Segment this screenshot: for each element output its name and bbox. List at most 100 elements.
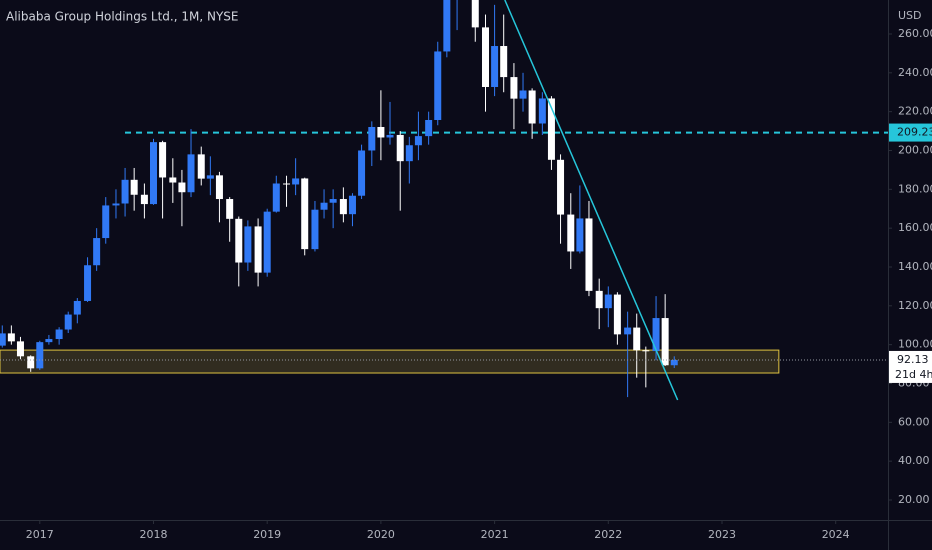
candle-body (112, 203, 120, 206)
y-tick-label: 180.00 (898, 182, 932, 195)
x-tick-label: 2021 (481, 528, 509, 541)
candle-body (159, 142, 167, 178)
candle-body (510, 77, 518, 99)
candle-body (27, 356, 35, 369)
candle-body (206, 175, 214, 179)
y-tick-label: 40.00 (898, 454, 930, 467)
candle-body (84, 265, 92, 301)
candle-body (45, 339, 53, 343)
level-label: 209.23 (897, 126, 932, 139)
candle-body (178, 182, 186, 193)
candle-body (500, 46, 508, 78)
candle-body (235, 218, 243, 263)
x-tick-label: 2024 (822, 528, 850, 541)
candle-body (425, 120, 433, 137)
price-label-box (889, 350, 932, 383)
candle-body (254, 226, 262, 273)
candle-body (519, 90, 527, 99)
candle-body (613, 294, 621, 335)
candle-body (358, 150, 366, 196)
candle-body (652, 318, 660, 352)
candle-body (482, 27, 490, 87)
candle-body (538, 98, 546, 124)
y-tick-label: 20.00 (898, 493, 930, 506)
support-zone (0, 349, 780, 374)
candle-body (348, 195, 356, 215)
x-tick-label: 2020 (367, 528, 395, 541)
x-tick-label: 2017 (26, 528, 54, 541)
candle-body (283, 183, 291, 185)
candle-body (528, 90, 536, 124)
candle-body (414, 136, 422, 146)
candle-body (102, 205, 110, 239)
candle-body (16, 341, 24, 357)
x-tick-label: 2019 (253, 528, 281, 541)
candle-body (55, 329, 63, 340)
chart-title: Alibaba Group Holdings Ltd., 1M, NYSE (6, 10, 239, 24)
candle-body (633, 327, 641, 351)
level-label-box (889, 123, 932, 142)
candle-body (396, 134, 404, 162)
x-tick-label: 2023 (708, 528, 736, 541)
candle-body (215, 175, 223, 200)
candle-body (567, 214, 575, 252)
candle-body (368, 126, 376, 151)
candle-body (595, 290, 603, 309)
candle-body (272, 183, 280, 212)
candle-body (73, 300, 81, 315)
candle-body (443, 0, 451, 52)
candle-body (169, 177, 177, 183)
y-tick-label: 240.00 (898, 66, 932, 79)
candle-body (670, 359, 678, 366)
candle-body (64, 314, 72, 330)
candle-body (491, 46, 499, 87)
candle-body (339, 199, 347, 215)
candle-body (301, 178, 309, 250)
y-tick-label: 220.00 (898, 105, 932, 118)
price-label: 92.13 (897, 353, 929, 366)
y-tick-label: 160.00 (898, 221, 932, 234)
candle-body (226, 199, 234, 219)
y-tick-label: 100.00 (898, 338, 932, 351)
candle-body (197, 154, 205, 179)
candle-body (187, 154, 195, 193)
candle-body (320, 202, 328, 210)
trend-line (504, 0, 679, 401)
countdown-label: 21d 4h (895, 368, 932, 381)
candle-body (7, 333, 15, 342)
candle-body (661, 318, 669, 366)
candle-body (36, 342, 44, 369)
candle-body (292, 178, 300, 185)
candle-body (434, 51, 442, 120)
candle-body (93, 238, 101, 266)
candle-body (244, 226, 252, 263)
y-tick-label: 140.00 (898, 260, 932, 273)
candle-body (585, 218, 593, 291)
candle-body (642, 350, 650, 352)
candle-body (149, 142, 157, 205)
candle-body (405, 145, 413, 162)
y-tick-label: 200.00 (898, 143, 932, 156)
candle-body (130, 179, 138, 195)
x-tick-label: 2018 (139, 528, 167, 541)
candle-body (386, 134, 394, 138)
candle-body (311, 209, 319, 250)
x-tick-label: 2022 (594, 528, 622, 541)
candle-body (140, 194, 148, 205)
candle-body (576, 218, 584, 252)
candle-body (121, 179, 129, 204)
axis-unit: USD (898, 9, 922, 22)
candle-body (329, 199, 337, 203)
y-tick-label: 60.00 (898, 415, 930, 428)
y-tick-label: 260.00 (898, 27, 932, 40)
candle-body (471, 0, 479, 28)
y-tick-label: 120.00 (898, 299, 932, 312)
candle-body (0, 333, 6, 346)
candle-body (557, 159, 565, 215)
candle-body (547, 98, 555, 160)
candle-body (604, 294, 612, 309)
candle-body (624, 327, 632, 335)
candle-body (377, 126, 385, 138)
